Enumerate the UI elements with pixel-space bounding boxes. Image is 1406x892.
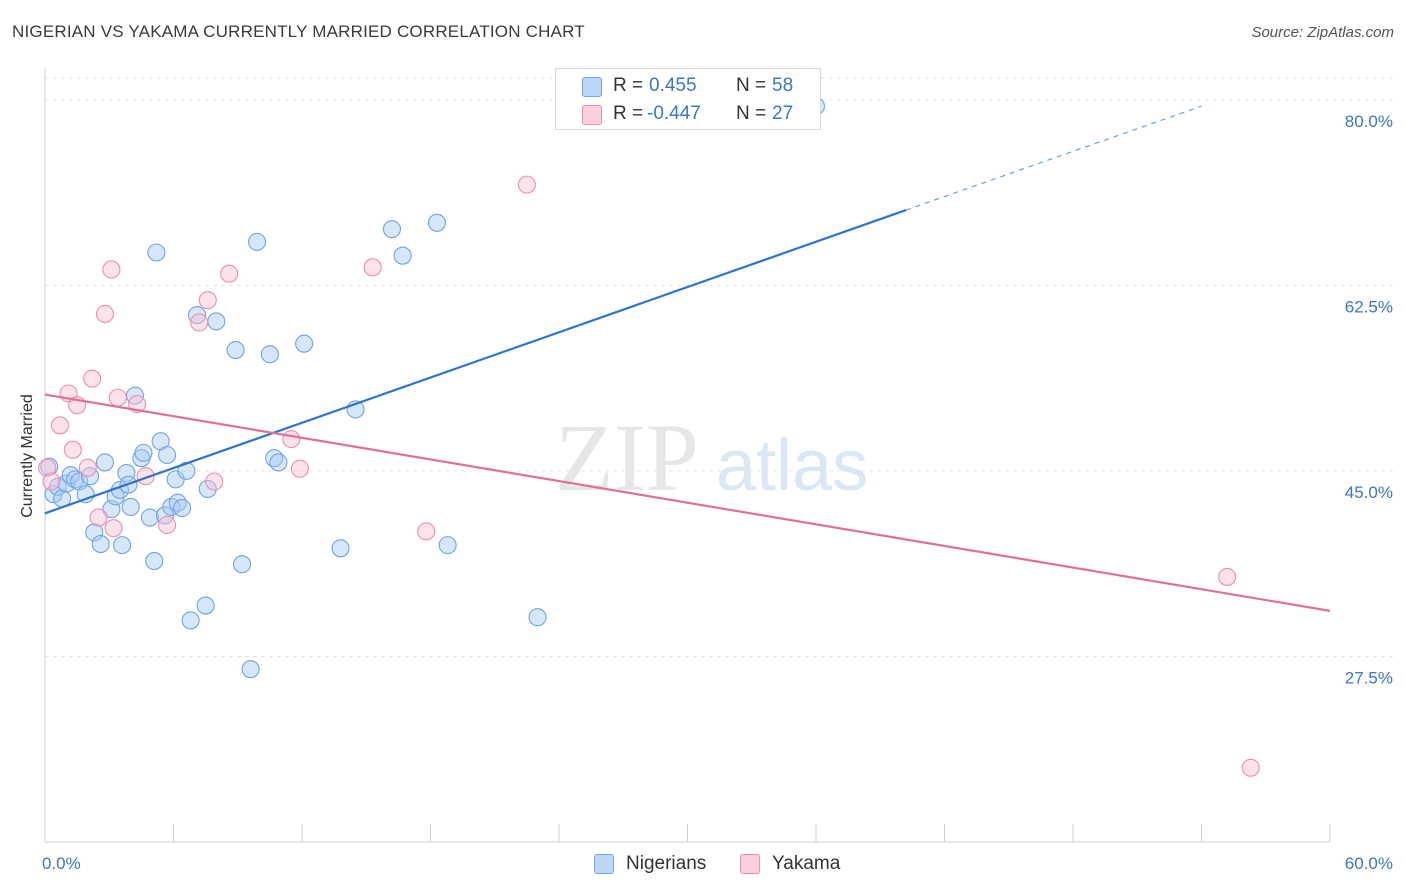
nigerian-point	[117, 463, 136, 483]
yakama-point	[198, 291, 217, 310]
n-label: N =	[736, 103, 767, 124]
yakama-legend-swatch	[740, 854, 760, 874]
y-tick-label: 27.5%	[1345, 668, 1393, 687]
yakama-point	[220, 264, 239, 283]
yakama-point	[1241, 758, 1260, 777]
yakama-swatch	[582, 105, 602, 125]
nigerian-point	[427, 213, 446, 232]
yakama-point	[190, 313, 209, 332]
yakama-trend-line	[44, 393, 1331, 612]
tick-labels: 27.5% 45.0% 62.5% 80.0% 0.0% 60.0%	[42, 112, 1393, 873]
yakama-point	[102, 260, 121, 279]
n-value: 58	[772, 75, 794, 96]
source-label: Source: ZipAtlas.com	[1251, 24, 1394, 41]
nigerian-point	[196, 596, 215, 615]
nigerian-point	[91, 535, 110, 554]
series-legend: Nigerians Yakama	[594, 852, 874, 878]
yakama-point	[363, 258, 382, 277]
legend-row-nigerians: R = 0.455 N = 58	[556, 71, 820, 101]
nigerian-point	[528, 608, 547, 627]
legend-row-yakama: R = -0.447 N = 27	[556, 99, 820, 129]
nigerian-point	[393, 246, 412, 265]
yakama-point	[517, 175, 536, 194]
watermark-atlas: atlas	[716, 426, 868, 506]
yakama-point	[417, 522, 436, 541]
nigerian-point	[188, 305, 207, 325]
nigerian-point	[269, 453, 288, 472]
r-label: R =	[613, 103, 644, 124]
axes	[44, 68, 1331, 843]
yakama-point	[1218, 567, 1237, 586]
r-label: R =	[613, 75, 644, 96]
yakama-point	[108, 388, 127, 407]
r-value: -0.447	[647, 103, 701, 124]
yakama-point	[63, 440, 82, 459]
y-tick-label: 45.0%	[1345, 483, 1393, 502]
nigerians-legend-swatch	[594, 854, 614, 874]
nigerian-point	[207, 312, 226, 331]
correlation-legend: R = 0.455 N = 58 R = -0.447 N = 27	[555, 68, 821, 130]
nigerian-point	[260, 345, 279, 364]
yakama-legend-label: Yakama	[772, 853, 841, 874]
yakama-point	[104, 519, 123, 538]
nigerian-point	[158, 445, 177, 465]
yakama-point	[290, 459, 309, 478]
nigerian-trend-line	[44, 209, 907, 515]
chart-title: NIGERIAN VS YAKAMA CURRENTLY MARRIED COR…	[12, 22, 585, 41]
nigerian-trend-extension	[905, 105, 1202, 211]
nigerian-point	[113, 536, 132, 555]
nigerians-swatch	[582, 77, 602, 97]
yakama-point	[78, 458, 97, 477]
yakama-point	[83, 369, 102, 388]
n-value: 27	[772, 103, 794, 124]
nigerian-point	[95, 453, 115, 472]
yakama-point	[50, 416, 70, 435]
n-label: N =	[736, 75, 767, 96]
yakama-point	[282, 430, 301, 449]
nigerian-point	[226, 340, 245, 360]
nigerian-point	[241, 660, 260, 679]
nigerian-point	[232, 555, 252, 574]
nigerian-point	[295, 334, 314, 353]
yakama-point	[42, 472, 61, 491]
x-tick-label: 60.0%	[1345, 854, 1393, 873]
nigerian-point	[140, 508, 159, 527]
watermark-zip: ZIP	[555, 404, 699, 511]
nigerian-point	[438, 536, 457, 555]
x-tick-label: 0.0%	[42, 854, 81, 873]
nigerian-point	[181, 611, 200, 630]
nigerian-point	[382, 220, 402, 239]
yakama-point	[89, 508, 108, 527]
y-tick-label: 80.0%	[1345, 112, 1393, 131]
data-points	[38, 97, 1260, 777]
y-tick-label: 62.5%	[1345, 297, 1393, 316]
nigerian-point	[331, 539, 350, 558]
nigerian-point	[85, 523, 104, 542]
nigerian-point	[145, 551, 164, 571]
nigerians-legend-label: Nigerians	[626, 853, 707, 874]
yakama-point	[158, 515, 177, 535]
nigerian-point	[198, 479, 217, 498]
nigerian-point	[121, 497, 140, 517]
r-value: 0.455	[649, 75, 697, 96]
yakama-point	[95, 304, 115, 324]
nigerian-point	[134, 443, 153, 462]
nigerian-point	[173, 498, 192, 518]
yakama-point	[205, 472, 224, 491]
yakama-point	[38, 458, 57, 477]
trend-lines	[44, 105, 1331, 612]
nigerian-point	[247, 232, 267, 251]
nigerian-point	[147, 243, 166, 262]
